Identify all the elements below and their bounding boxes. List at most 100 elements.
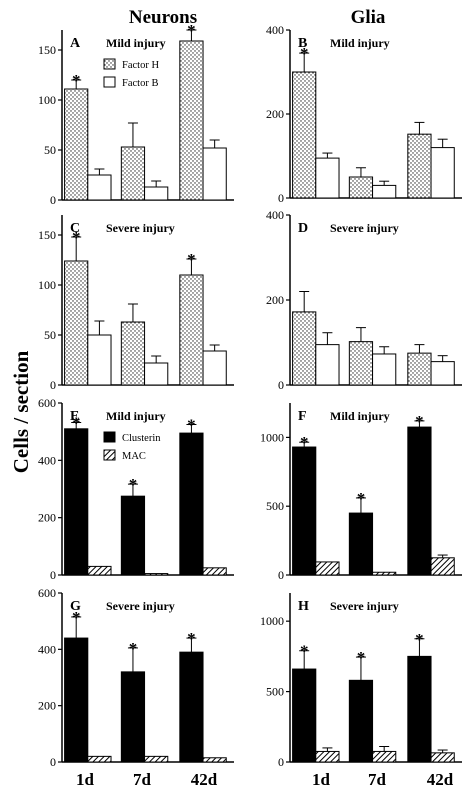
bar <box>64 637 89 763</box>
panel-letter: H <box>298 599 309 614</box>
y-tick-label: 600 <box>38 586 56 600</box>
y-tick-label: 200 <box>38 699 56 713</box>
bar <box>179 40 204 201</box>
bar <box>120 146 146 201</box>
bar <box>202 757 227 763</box>
x-tick-label-7d: 7d <box>368 770 387 789</box>
bar <box>292 311 317 386</box>
bar <box>64 88 89 201</box>
panel-g: 0 200 400 600 G Severe injury * * * <box>38 586 234 769</box>
significance-star: * <box>300 44 309 63</box>
panel-h: 0 500 1000 H Severe injury * * * <box>260 593 462 769</box>
panel-subtitle: Severe injury <box>330 221 399 235</box>
panel-f: 0 500 1000 F Mild injury * * * <box>260 403 462 582</box>
bar <box>202 567 227 576</box>
legend-label: Factor B <box>122 78 158 89</box>
y-tick-label: 0 <box>278 191 284 205</box>
y-tick-label: 0 <box>50 755 56 769</box>
bar <box>430 557 455 576</box>
significance-star: * <box>357 648 366 667</box>
panel-c: 0 50 100 150 C Severe injury * * <box>38 215 234 392</box>
legend-swatch <box>103 76 116 88</box>
significance-star: * <box>300 433 309 452</box>
bar <box>179 274 204 386</box>
panel-subtitle: Severe injury <box>330 599 399 613</box>
y-tick-label: 200 <box>266 293 284 307</box>
significance-star: * <box>72 413 81 432</box>
legend-label: Clusterin <box>122 433 161 444</box>
bar <box>179 651 204 763</box>
y-tick-label: 0 <box>50 378 56 392</box>
bar <box>315 750 340 763</box>
y-tick-label: 150 <box>38 228 56 242</box>
panel-letter: C <box>70 221 80 236</box>
bar <box>292 71 317 199</box>
y-tick-label: 150 <box>38 43 56 57</box>
bar <box>430 147 455 199</box>
legend-swatch <box>103 431 116 443</box>
bar <box>372 750 397 763</box>
bar <box>372 353 397 386</box>
y-tick-label: 0 <box>278 568 284 582</box>
x-tick-label-42d: 42d <box>191 770 218 789</box>
significance-star: * <box>300 642 309 661</box>
panel-d: 0 200 400 D Severe injury <box>266 208 462 392</box>
bar <box>372 571 397 576</box>
legend-label: MAC <box>122 451 146 462</box>
bar <box>144 362 169 386</box>
legend-label: Factor H <box>122 60 159 71</box>
significance-star: * <box>72 228 81 247</box>
bar <box>348 679 374 763</box>
y-axis-label: Cells / section <box>9 350 33 473</box>
significance-star: * <box>129 475 138 494</box>
panel-subtitle: Mild injury <box>330 409 390 423</box>
bar <box>315 561 340 576</box>
bar <box>372 184 397 199</box>
bar <box>179 432 204 576</box>
bar <box>120 495 146 576</box>
panel-letter: A <box>70 36 81 51</box>
x-tick-label-7d: 7d <box>133 770 152 789</box>
bar <box>120 321 146 386</box>
bar <box>120 671 146 763</box>
panel-letter: F <box>298 409 307 424</box>
x-tick-label-1d: 1d <box>312 770 331 789</box>
column-title-neurons: Neurons <box>129 7 197 28</box>
bar <box>144 755 169 763</box>
bar <box>292 446 317 576</box>
bar <box>64 260 89 386</box>
y-tick-label: 200 <box>266 107 284 121</box>
bar <box>202 350 227 386</box>
bar <box>202 147 227 201</box>
panel-b: 0 200 400 B Mild injury * <box>266 23 462 205</box>
bar <box>348 512 374 576</box>
bar <box>87 565 112 576</box>
bar <box>315 344 340 386</box>
bar <box>407 352 432 386</box>
panel-letter: D <box>298 221 308 236</box>
panel-subtitle: Mild injury <box>106 409 166 423</box>
y-tick-label: 600 <box>38 396 56 410</box>
y-tick-label: 400 <box>38 453 56 467</box>
bar <box>144 186 169 201</box>
y-tick-label: 400 <box>38 642 56 656</box>
y-tick-label: 0 <box>50 568 56 582</box>
significance-star: * <box>187 629 196 648</box>
y-tick-label: 50 <box>44 143 56 157</box>
y-tick-label: 0 <box>278 378 284 392</box>
y-tick-label: 200 <box>38 511 56 525</box>
panel-subtitle: Mild injury <box>330 36 390 50</box>
bar <box>407 655 432 763</box>
bar <box>87 755 112 763</box>
y-tick-label: 500 <box>266 499 284 513</box>
bar <box>407 426 432 576</box>
significance-star: * <box>415 630 424 649</box>
x-tick-label-42d: 42d <box>427 770 454 789</box>
significance-star: * <box>187 416 196 435</box>
panel-subtitle: Severe injury <box>106 599 175 613</box>
x-tick-label-1d: 1d <box>76 770 95 789</box>
y-tick-label: 500 <box>266 685 284 699</box>
significance-star: * <box>187 21 196 40</box>
bar <box>348 341 374 386</box>
